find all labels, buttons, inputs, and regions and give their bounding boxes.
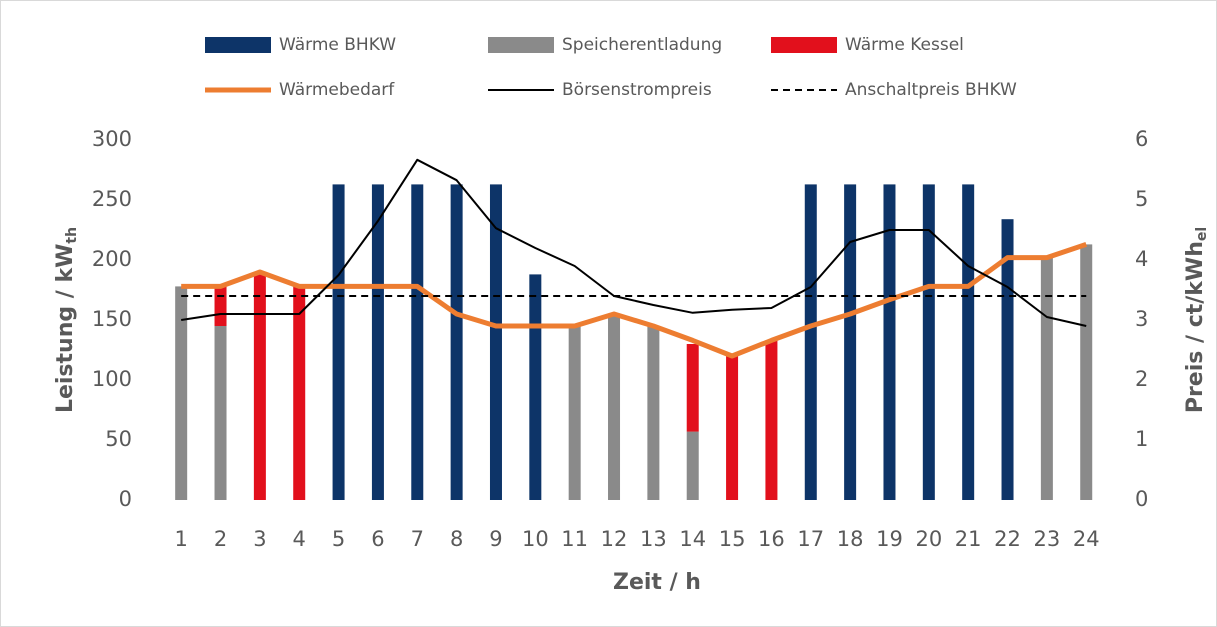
x-tick-label: 17 [797, 527, 824, 551]
y2-axis-title-main: Preis / ct/kWh [1183, 241, 1208, 413]
x-tick-label: 24 [1073, 527, 1100, 551]
x-tick-label: 16 [758, 527, 785, 551]
y-tick-label: 200 [92, 247, 132, 271]
x-tick-label: 23 [1034, 527, 1061, 551]
x-tick-label: 22 [994, 527, 1021, 551]
y2-tick-label: 0 [1135, 487, 1148, 511]
x-tick-label: 12 [601, 527, 628, 551]
x-tick-label: 2 [214, 527, 227, 551]
y2-tick-label: 6 [1135, 127, 1148, 151]
bar [1080, 244, 1093, 500]
y-tick-label: 100 [92, 367, 132, 391]
legend-label: Wärme BHKW [279, 35, 396, 55]
bar [686, 344, 699, 432]
x-tick-label: 5 [332, 527, 345, 551]
legend-label: Wärme Kessel [845, 35, 964, 55]
bar [371, 184, 384, 500]
x-axis-title: Zeit / h [613, 570, 701, 595]
bar [450, 184, 463, 500]
x-tick-label: 21 [955, 527, 982, 551]
y2-axis-title: Preis / ct/kWhel [1183, 227, 1210, 413]
bar [686, 431, 699, 500]
bar [489, 184, 502, 500]
bar [411, 184, 424, 500]
legend-swatch [771, 37, 837, 53]
x-tick-label: 9 [489, 527, 502, 551]
x-tick-label: 3 [253, 527, 266, 551]
x-tick-label: 10 [522, 527, 549, 551]
x-tick-label: 6 [371, 527, 384, 551]
bar [922, 184, 935, 500]
legend-swatch [205, 37, 271, 53]
x-tick-label: 8 [450, 527, 463, 551]
bar [883, 184, 896, 500]
y-tick-label: 250 [92, 187, 132, 211]
bar [293, 286, 306, 500]
y-axis-title-main: Leistung / kW [53, 244, 78, 413]
bar [332, 184, 345, 500]
x-tick-label: 11 [561, 527, 588, 551]
bar [214, 286, 227, 326]
x-tick-label: 15 [719, 527, 746, 551]
legend-label: Börsenstrompreis [562, 80, 712, 100]
bar [214, 326, 227, 500]
bar [1040, 256, 1053, 500]
bar [726, 356, 739, 500]
bar [804, 184, 817, 500]
bar [608, 314, 621, 500]
y-tick-label: 300 [92, 127, 132, 151]
y-axis-title: Leistung / kWth [53, 227, 80, 413]
y2-tick-label: 3 [1135, 307, 1148, 331]
bar [568, 326, 581, 500]
y2-tick-label: 2 [1135, 367, 1148, 391]
y2-tick-label: 5 [1135, 187, 1148, 211]
y-tick-label: 50 [105, 427, 132, 451]
bar [175, 286, 188, 500]
x-tick-label: 1 [174, 527, 187, 551]
bar [844, 184, 857, 500]
legend-label: Anschaltpreis BHKW [845, 80, 1017, 100]
line-series [181, 242, 1088, 359]
y-tick-label: 150 [92, 307, 132, 331]
bar [647, 326, 660, 500]
bar [253, 272, 266, 500]
legend-label: Speicherentladung [562, 35, 722, 55]
y-tick-label: 0 [119, 487, 132, 511]
legend-label: Wärmebedarf [279, 80, 395, 100]
bar [765, 340, 778, 500]
y-axis-title-sub: th [64, 227, 80, 244]
x-tick-label: 18 [837, 527, 864, 551]
x-tick-label: 19 [876, 527, 903, 551]
x-tick-label: 4 [293, 527, 306, 551]
x-tick-label: 14 [679, 527, 706, 551]
x-tick-label: 13 [640, 527, 667, 551]
bar [962, 184, 975, 500]
line-series [181, 158, 1087, 327]
y2-tick-label: 4 [1135, 247, 1148, 271]
x-tick-label: 20 [915, 527, 942, 551]
y2-tick-label: 1 [1135, 427, 1148, 451]
x-tick-label: 7 [411, 527, 424, 551]
y2-axis-title-sub: el [1194, 227, 1210, 241]
bar [529, 274, 542, 500]
legend-swatch [488, 37, 554, 53]
